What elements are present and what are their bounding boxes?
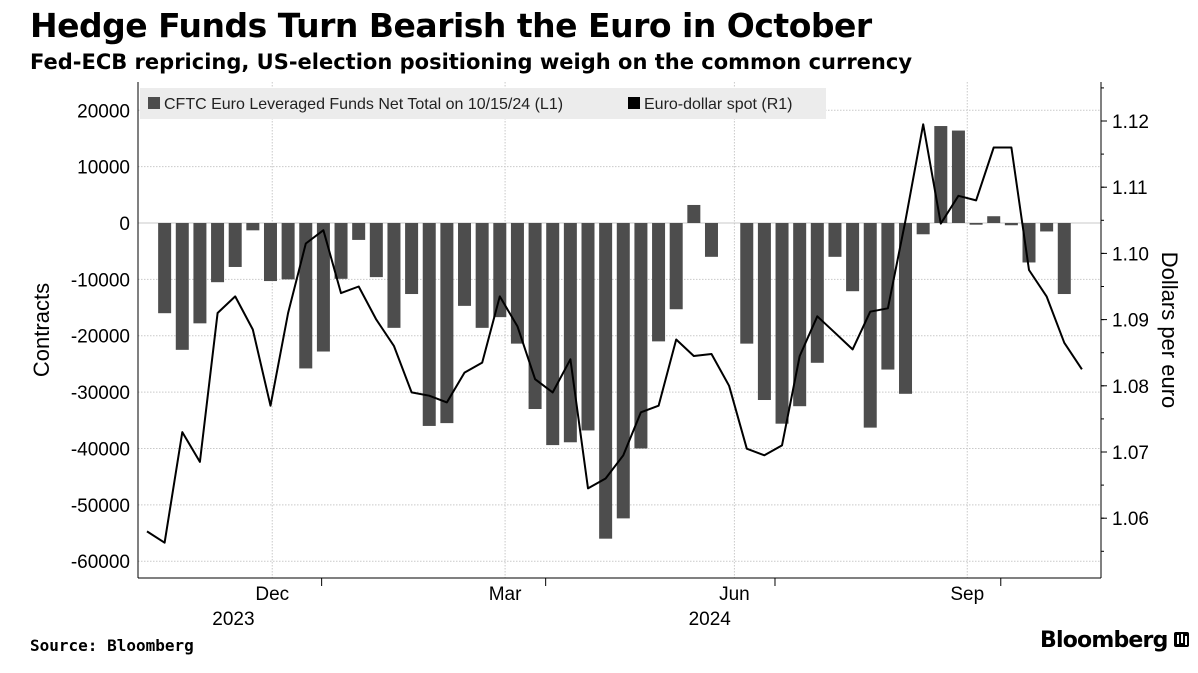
bar — [828, 223, 842, 257]
bar — [916, 223, 930, 235]
right-tick-label: 1.09 — [1112, 311, 1149, 332]
bar — [1004, 223, 1018, 226]
left-tick-label: -10000 — [71, 270, 130, 291]
bloomberg-logo: Bloomberg — [1040, 628, 1189, 653]
bar — [863, 223, 877, 428]
bar — [563, 223, 577, 443]
right-tick-label: 1.08 — [1112, 377, 1149, 398]
bar — [775, 223, 789, 424]
bar — [899, 223, 913, 394]
bar — [846, 223, 860, 292]
right-tick-label: 1.11 — [1112, 178, 1148, 199]
bar — [793, 223, 807, 407]
left-tick-label: -40000 — [71, 439, 130, 460]
bar — [528, 223, 542, 410]
bar — [158, 223, 172, 314]
bar — [228, 223, 242, 267]
bar — [493, 223, 507, 318]
right-tick-label: 1.12 — [1112, 112, 1149, 133]
right-tick-label: 1.07 — [1112, 443, 1149, 464]
legend-label: CFTC Euro Leveraged Funds Net Total on 1… — [164, 96, 563, 113]
bar — [934, 126, 948, 223]
axes: 20000 10000 0 -10000 -20000 -30000 -40000 -5000… — [29, 82, 1182, 630]
bar-series — [158, 126, 1071, 539]
x-month-label: Sep — [950, 584, 984, 605]
bar — [352, 223, 366, 240]
bar — [581, 223, 595, 431]
bar — [757, 223, 771, 401]
bar — [246, 223, 260, 231]
x-month-label: Mar — [489, 584, 522, 605]
bar — [422, 223, 436, 426]
left-tick-label: -60000 — [71, 552, 130, 573]
bar — [740, 223, 754, 344]
bar — [616, 223, 630, 519]
x-year-label: 2023 — [212, 609, 254, 630]
x-month-label: Jun — [719, 584, 750, 605]
bar — [687, 204, 701, 223]
bar — [652, 223, 666, 342]
left-tick-label: -30000 — [71, 383, 130, 404]
brand-label: Bloomberg — [1040, 628, 1168, 653]
source-note: Source: Bloomberg — [30, 636, 194, 655]
bar — [599, 223, 613, 539]
left-tick-label: 10000 — [77, 158, 130, 179]
left-tick-label: 0 — [119, 214, 130, 235]
bar — [175, 223, 189, 350]
line-series — [146, 123, 1083, 544]
legend-label: Euro-dollar spot (R1) — [644, 96, 793, 113]
bar — [263, 223, 277, 282]
chart-subtitle: Fed-ECB repricing, US-election positioni… — [30, 50, 913, 74]
x-month-label: Dec — [255, 584, 289, 605]
right-axis-title: Dollars per euro — [1157, 252, 1182, 409]
bar — [316, 223, 330, 352]
left-tick-label: -50000 — [71, 496, 130, 517]
bar — [405, 223, 419, 295]
bar — [387, 223, 401, 328]
bar — [440, 223, 454, 424]
bar — [334, 223, 348, 279]
left-tick-label: -20000 — [71, 327, 130, 348]
bar — [951, 130, 965, 223]
euro-dollar-line — [146, 123, 1083, 544]
bar — [1057, 223, 1071, 295]
bar — [987, 216, 1001, 223]
bar — [704, 223, 718, 257]
bar — [881, 223, 895, 370]
legend-swatch — [148, 97, 160, 109]
bar — [458, 223, 472, 306]
bar — [475, 223, 489, 328]
x-year-label: 2024 — [689, 609, 732, 630]
bar — [810, 223, 824, 363]
legend: CFTC Euro Leveraged Funds Net Total on 1… — [148, 96, 793, 113]
legend-swatch — [628, 97, 640, 109]
chart-title: Hedge Funds Turn Bearish the Euro in Oct… — [30, 6, 872, 45]
left-axis-title: Contracts — [29, 283, 54, 377]
bar — [510, 223, 524, 344]
legend-background — [140, 88, 826, 119]
bar — [1040, 223, 1054, 232]
bar — [634, 223, 648, 449]
bar — [281, 223, 295, 280]
right-tick-label: 1.06 — [1112, 509, 1149, 530]
left-tick-label: 20000 — [77, 101, 130, 122]
right-tick-label: 1.10 — [1112, 244, 1149, 265]
terminal-icon — [1173, 632, 1189, 647]
bar — [969, 223, 983, 225]
bar — [211, 223, 225, 283]
bar — [193, 223, 207, 324]
bar — [369, 223, 383, 278]
bar — [546, 223, 560, 446]
bar — [669, 223, 683, 310]
